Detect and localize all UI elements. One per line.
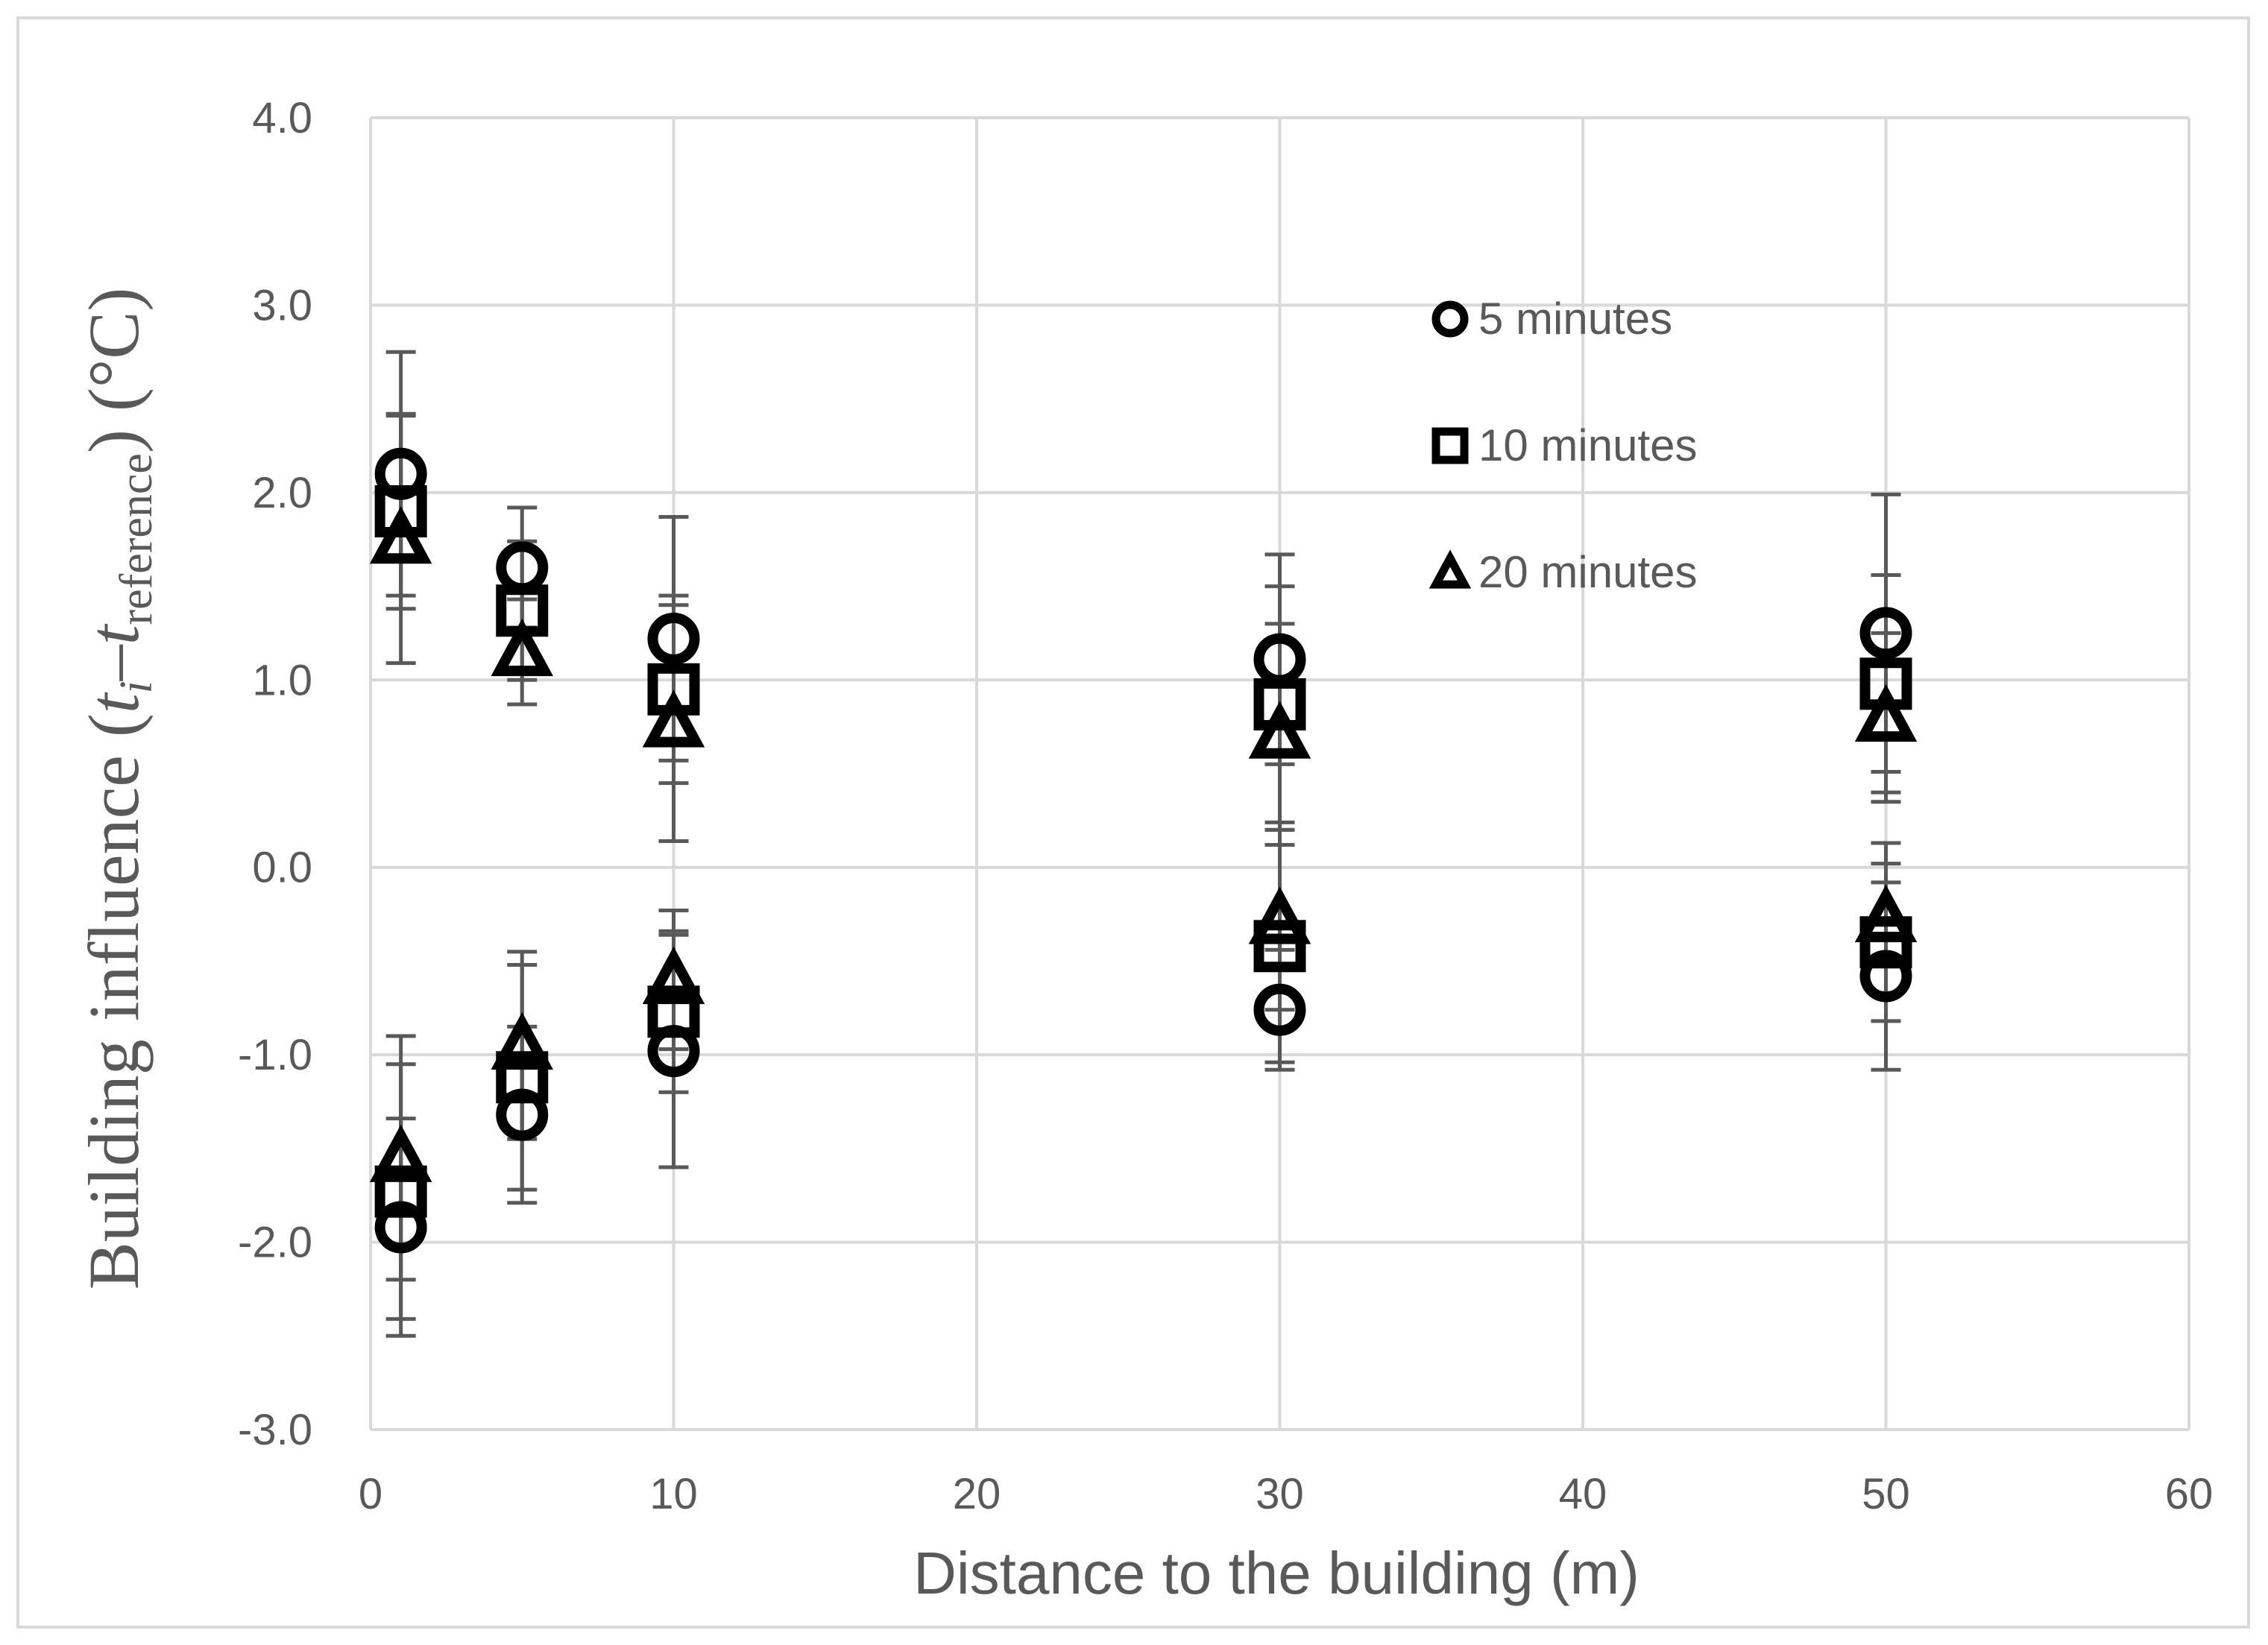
chart-frame — [16, 16, 2250, 1629]
square-marker — [1859, 657, 1912, 710]
triangle-marker — [1248, 701, 1311, 759]
square-marker — [1253, 920, 1306, 973]
square-marker — [1859, 916, 1912, 969]
x-tick-label: 40 — [1559, 1470, 1607, 1518]
square-marker — [647, 663, 700, 716]
y-tick-labels: -3.0 -2.0 -1.0 0.0 1.0 2.0 3.0 4.0 — [238, 94, 312, 1454]
x-tick-label: 0 — [359, 1470, 382, 1518]
circle-marker — [496, 1088, 549, 1141]
circle-marker — [374, 1201, 427, 1254]
y-tick-label: 0.0 — [252, 844, 312, 892]
square-marker — [374, 1165, 427, 1218]
triangle-marker — [491, 1011, 553, 1070]
x-tick-label: 50 — [1862, 1470, 1910, 1518]
y-axis-title-sub1: i — [111, 681, 162, 693]
y-axis-title-t2: t — [74, 623, 154, 645]
y-tick-label: 3.0 — [252, 281, 312, 329]
circle-marker — [1253, 633, 1306, 686]
legend-square-icon — [1431, 427, 1469, 464]
legend-label: 5 minutes — [1478, 294, 1672, 344]
legend: 5 minutes 10 minutes 20 minutes — [1428, 294, 1698, 597]
circle-marker — [1859, 607, 1912, 660]
x-tick-label: 10 — [649, 1470, 698, 1518]
x-axis-title: Distance to the building (m) — [913, 1540, 1639, 1606]
error-bars — [385, 350, 1901, 1338]
y-axis-title: Building influence (ti–treference) (°C) — [74, 288, 162, 1290]
triangle-marker — [491, 618, 553, 677]
x-tick-labels: 0 10 20 30 40 50 60 — [359, 1470, 2213, 1518]
legend-circle-icon — [1431, 300, 1469, 338]
triangle-marker — [369, 505, 432, 564]
circle-marker — [647, 612, 700, 665]
triangle-marker — [1854, 683, 1918, 742]
y-tick-label: -1.0 — [238, 1031, 312, 1079]
y-axis-title-suffix: ) (°C) — [74, 288, 154, 453]
circle-marker — [1859, 950, 1912, 1003]
y-axis-title-sub2: reference — [111, 453, 162, 625]
x-tick-label: 30 — [1256, 1470, 1304, 1518]
y-tick-label: 2.0 — [252, 469, 312, 517]
triangle-marker — [642, 946, 705, 1005]
y-axis-title-t1: t — [74, 692, 154, 713]
y-tick-label: -2.0 — [238, 1219, 312, 1267]
triangle-marker — [369, 1124, 432, 1182]
data-markers — [369, 447, 1918, 1254]
triangle-marker — [642, 689, 705, 748]
legend-triangle-icon — [1428, 549, 1472, 589]
circle-marker — [496, 541, 549, 594]
y-axis-title-dash: – — [74, 644, 154, 681]
x-tick-label: 20 — [953, 1470, 1001, 1518]
y-tick-label: 4.0 — [252, 94, 312, 142]
y-tick-label: -3.0 — [238, 1406, 312, 1454]
triangle-marker — [1248, 886, 1311, 944]
circle-marker — [374, 447, 427, 500]
legend-label: 20 minutes — [1478, 547, 1698, 597]
circle-marker — [1253, 983, 1306, 1036]
y-tick-label: 1.0 — [252, 656, 312, 704]
circle-marker — [647, 1025, 700, 1078]
y-axis-title-prefix: Building influence ( — [74, 713, 154, 1289]
legend-label: 10 minutes — [1478, 420, 1698, 470]
x-tick-label: 60 — [2165, 1470, 2214, 1518]
